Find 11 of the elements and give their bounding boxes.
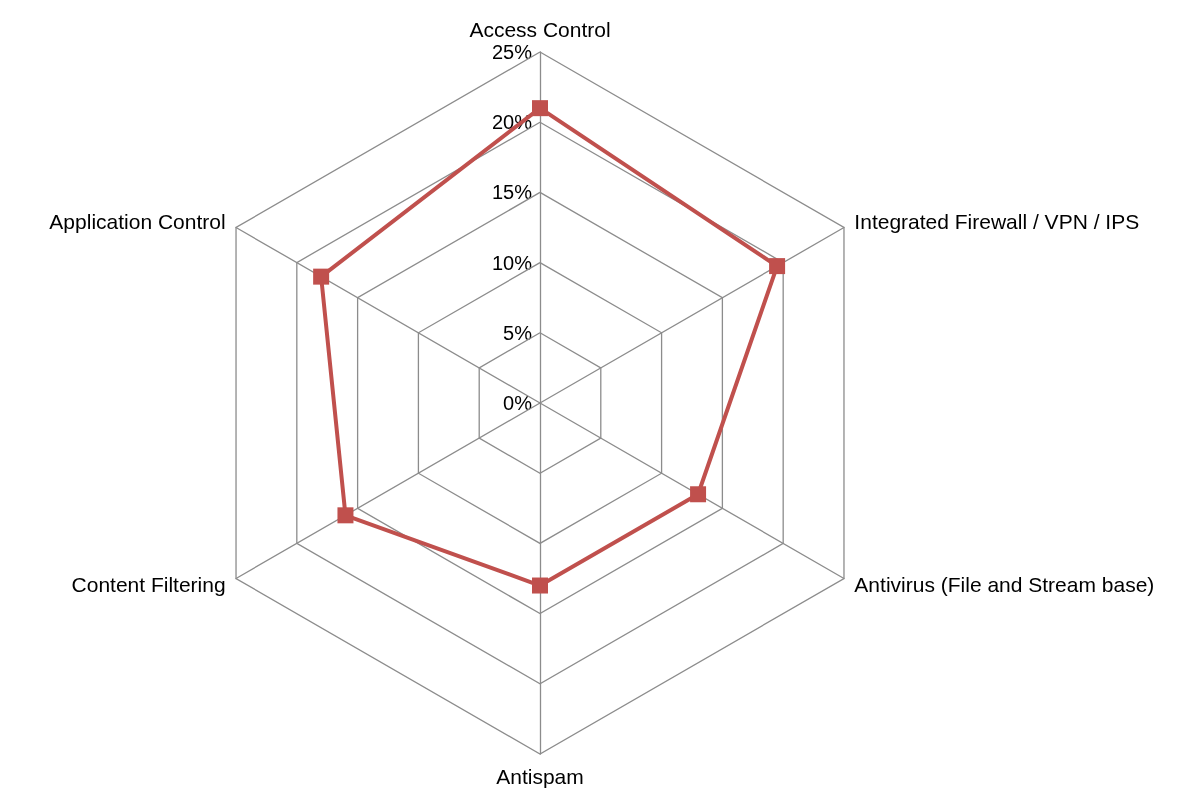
y-tick-label: 15% [491, 181, 533, 204]
spoke-label: Integrated Firewall / VPN / IPS [854, 210, 1140, 233]
spoke-label: Application Control [49, 210, 226, 233]
spoke-label: Access Control [469, 18, 611, 41]
y-tick-label: 25% [491, 41, 533, 63]
y-tick-label: 10% [491, 251, 533, 274]
spoke-label: Antivirus (File and Stream base) [854, 573, 1155, 596]
y-tick-label: 0% [503, 392, 533, 414]
y-tick-label: 5% [503, 321, 533, 344]
spoke-label: Content Filtering [71, 573, 226, 596]
spoke-label: Antispam [496, 765, 584, 788]
